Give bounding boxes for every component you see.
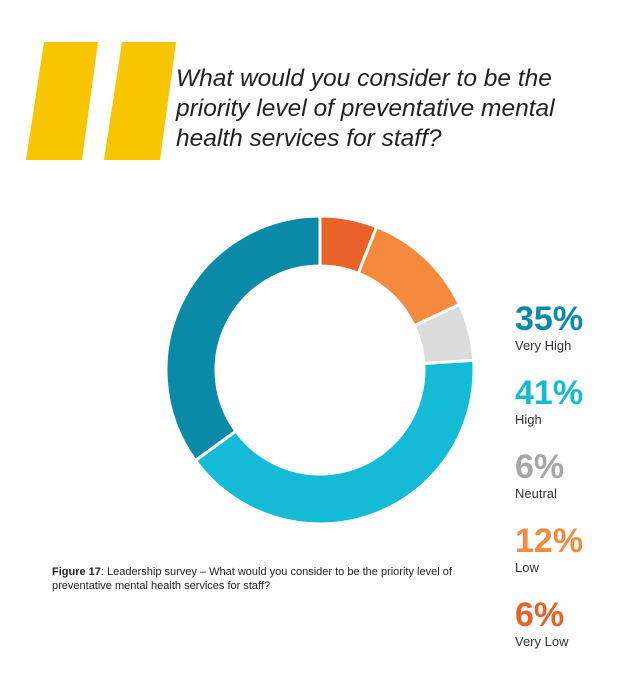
legend-percent: 35% bbox=[515, 300, 584, 338]
legend-item: 12% Low bbox=[515, 522, 635, 596]
quote-mark-icon bbox=[26, 42, 176, 160]
legend-label: High bbox=[515, 412, 542, 427]
slice-very-high bbox=[164, 214, 322, 463]
donut-chart bbox=[164, 214, 476, 526]
caption-label: Figure 17 bbox=[52, 566, 101, 578]
legend-percent: 6% bbox=[515, 596, 565, 634]
legend-percent: 12% bbox=[515, 522, 584, 560]
legend-item: 6% Very Low bbox=[515, 596, 635, 670]
legend-label: Very Low bbox=[515, 634, 569, 649]
chart-legend: 35% Very High 41% High 6% Neutral 12% Low 6% Very… bbox=[515, 300, 635, 670]
caption-text: : Leadership survey – What would you con… bbox=[52, 566, 452, 592]
legend-label: Low bbox=[515, 560, 539, 575]
question-title: What would you consider to be the priori… bbox=[176, 65, 555, 152]
legend-item: 6% Neutral bbox=[515, 448, 635, 522]
slice-high bbox=[193, 358, 476, 526]
legend-label: Very High bbox=[515, 338, 572, 353]
quote-mark-left bbox=[26, 42, 98, 160]
legend-label: Neutral bbox=[515, 486, 557, 501]
legend-percent: 6% bbox=[515, 448, 565, 486]
figure-caption: Figure 17: Leadership survey – What woul… bbox=[52, 565, 452, 593]
legend-item: 41% High bbox=[515, 374, 635, 448]
quote-mark-right bbox=[104, 42, 176, 160]
legend-item: 35% Very High bbox=[515, 300, 635, 374]
legend-percent: 41% bbox=[515, 374, 584, 412]
